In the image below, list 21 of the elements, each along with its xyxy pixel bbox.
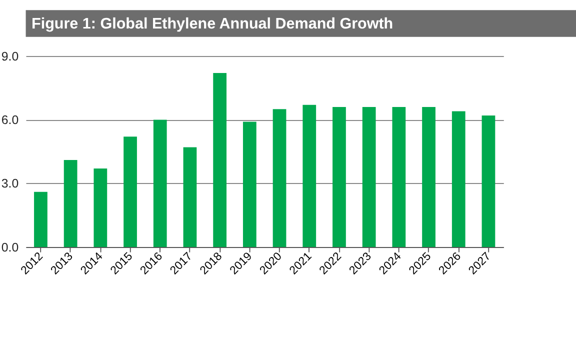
bar [302,104,316,248]
bar [482,115,496,248]
bar [124,136,137,248]
bar [213,72,227,248]
bar [34,192,48,248]
bar [94,168,108,248]
bar [422,106,436,248]
bar [362,106,376,248]
bar [183,147,197,248]
bar [64,160,78,248]
y-tick-label: 6.0 [1,112,19,127]
y-tick-label: 3.0 [1,176,19,191]
bar [452,111,466,248]
y-tick-label: 0.0 [1,240,19,254]
chart-title: Figure 1: Global Ethylene Annual Demand Growth [32,15,394,32]
bar [392,106,406,248]
bar [272,109,286,248]
bar [153,120,167,248]
bar [242,122,256,248]
bar [332,106,346,248]
y-tick-label: 9.0 [1,49,19,64]
